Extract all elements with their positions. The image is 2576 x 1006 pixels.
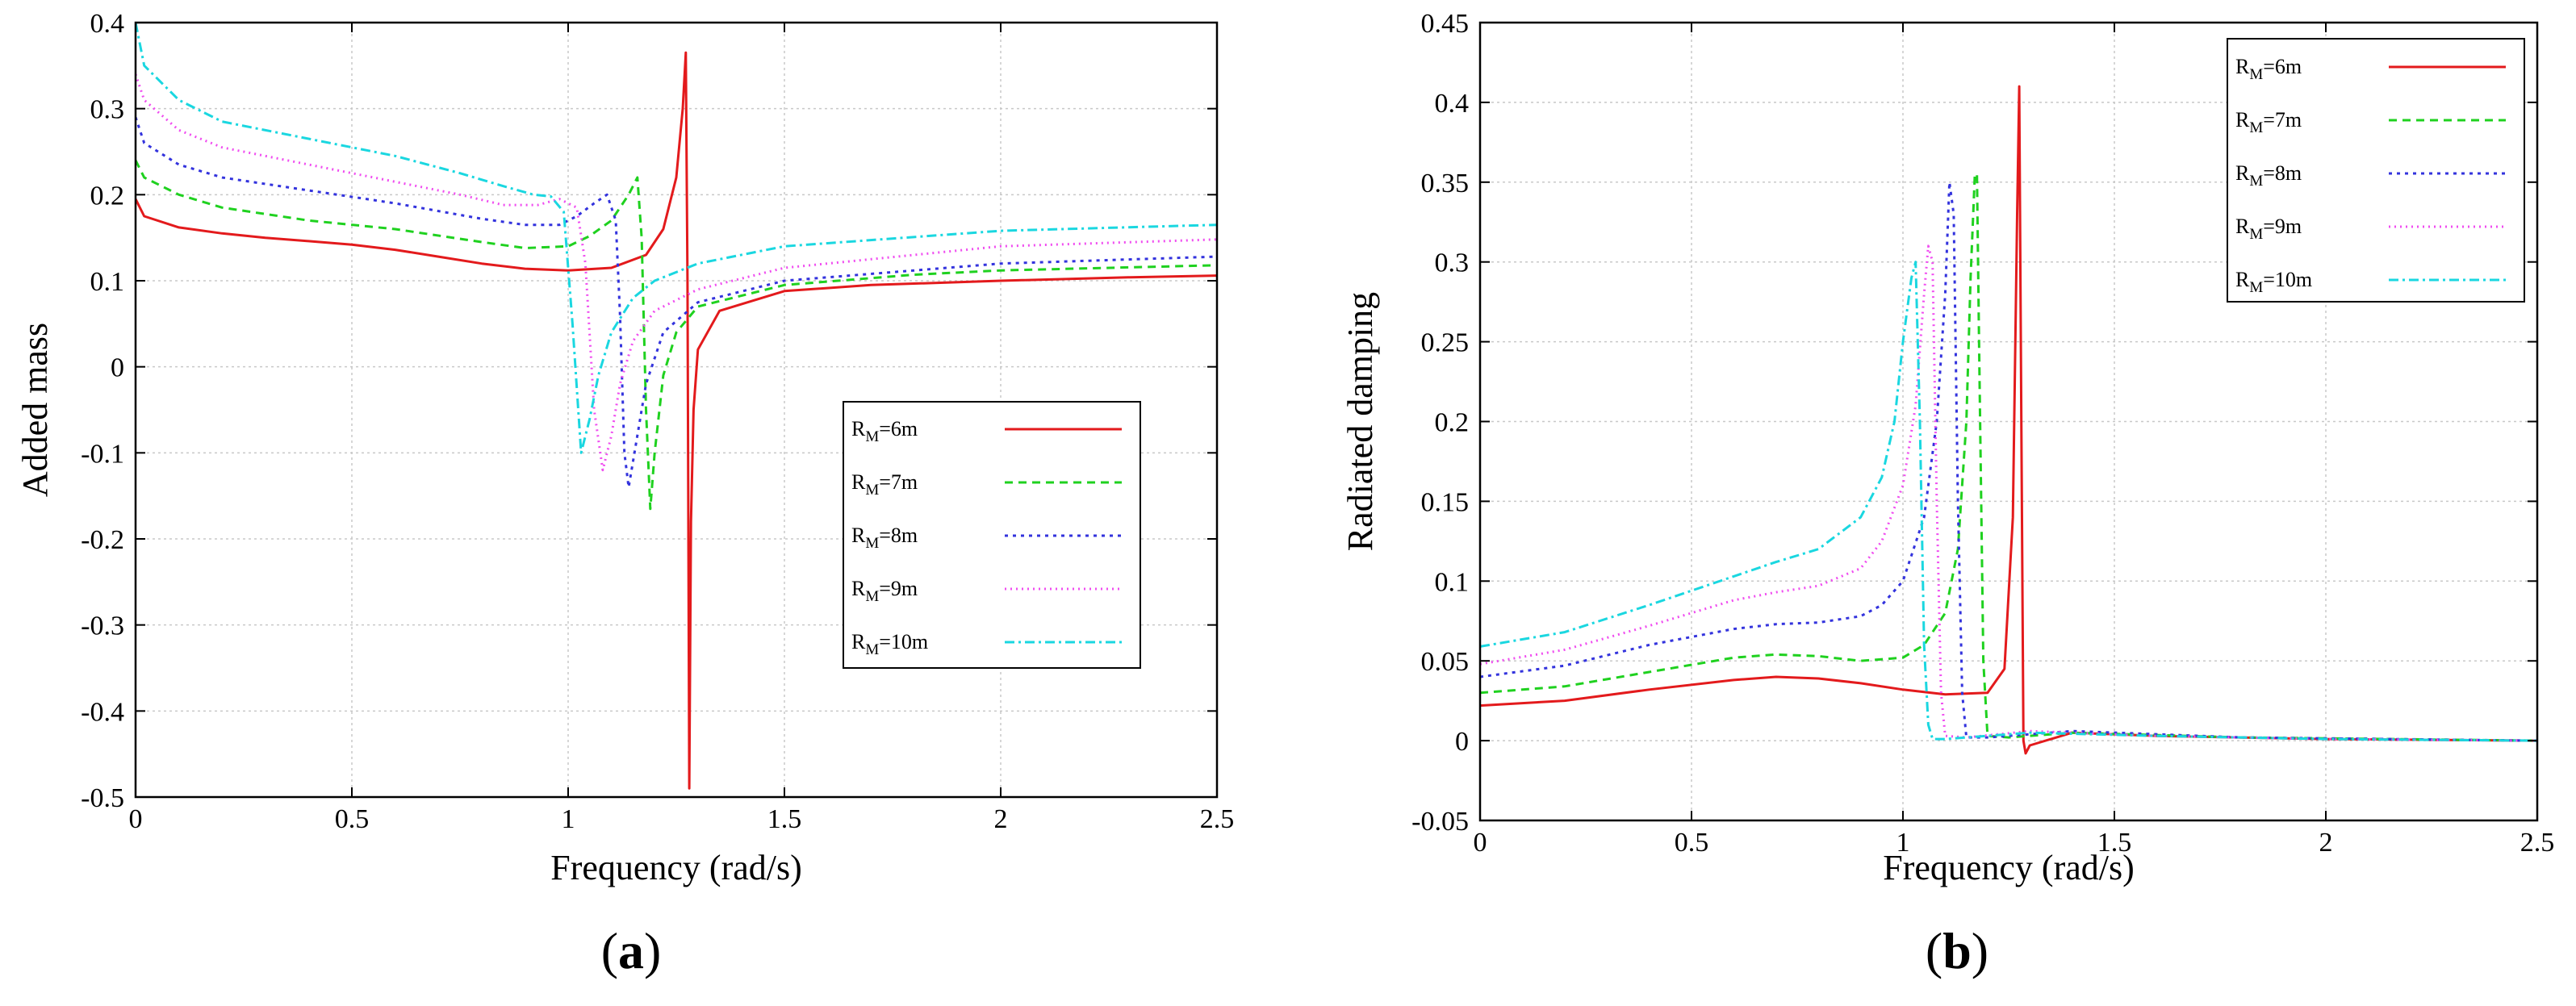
legend: RM=6m RM=7m RM=8m RM=9m RM=10m xyxy=(2227,38,2525,303)
series-group xyxy=(1480,85,2537,755)
legend-label: RM=8m xyxy=(2235,161,2302,190)
legend-box xyxy=(843,401,1141,669)
series-line-6m xyxy=(1480,85,2537,755)
y-axis-title: Radiated damping xyxy=(1340,292,1380,551)
x-tick-label: 2.5 xyxy=(2520,828,2555,858)
legend-label: RM=8m xyxy=(851,524,918,552)
chart-b: 0 0.5 1 1.5 2 2.5-0.0500.050.10.150.20.250.30… xyxy=(1340,9,2554,979)
plot-frame xyxy=(134,21,1219,799)
x-tick-label: 1.5 xyxy=(2097,828,2132,858)
series-group xyxy=(136,22,1217,790)
x-tick-label: 2.5 xyxy=(1200,804,1235,834)
legend-label: RM=7m xyxy=(2235,108,2302,136)
panel-label: (b) xyxy=(1926,922,1988,979)
y-axis-title: Added mass xyxy=(15,323,55,497)
y-tick-label: 0 xyxy=(1455,727,1469,757)
series-line-9m xyxy=(1480,244,2537,742)
series-line-10m xyxy=(136,22,1217,454)
series-line-7m xyxy=(1480,173,2537,742)
legend-label: RM=9m xyxy=(2235,215,2302,243)
series-line-8m xyxy=(136,116,1217,489)
x-tick-label: 1 xyxy=(1896,828,1910,858)
x-tick-label: 2 xyxy=(994,804,1008,834)
chart-a: 0 0.5 1 1.5 2 2.5 -0.5 -0.4 -0.3 -0.2 -0.1 0 0.1 0.2 0… xyxy=(15,9,1234,979)
y-tick-label: -0.05 xyxy=(1411,807,1469,837)
x-axis-title: Frequency (rad/s) xyxy=(550,848,802,887)
series-line-10m xyxy=(1480,261,2537,742)
legend-label: RM=10m xyxy=(851,630,928,658)
y-tick-label: 0.15 xyxy=(1421,487,1470,517)
y-tick-label: 0.3 xyxy=(90,95,125,125)
y-tick-label: -0.4 xyxy=(81,697,124,727)
y-tick-label: 0.4 xyxy=(1435,89,1470,119)
x-tick-label: 0 xyxy=(1474,828,1487,858)
y-tick-label: -0.5 xyxy=(81,783,124,813)
legend-box xyxy=(2227,38,2525,303)
x-tick-label: 1 xyxy=(562,804,575,834)
legend: RM=6m RM=7m RM=8m RM=9m RM=10m xyxy=(843,401,1141,669)
y-tick-label: -0.2 xyxy=(81,525,124,555)
y-tick-label: 0.3 xyxy=(1435,248,1470,278)
y-tick-label: 0 xyxy=(111,353,124,383)
y-tick-label: -0.1 xyxy=(81,439,124,469)
y-tick-label: 0.2 xyxy=(1435,408,1470,438)
panel-label: (a) xyxy=(601,922,662,979)
legend-label: RM=6m xyxy=(851,417,918,445)
legend-label: RM=6m xyxy=(2235,55,2302,83)
y-tick-label: 0.35 xyxy=(1421,169,1470,198)
x-axis-title: Frequency (rad/s) xyxy=(1883,848,2135,887)
y-tick-label: 0.1 xyxy=(90,267,125,297)
y-tick-label: 0.45 xyxy=(1421,9,1470,39)
x-tick-label: 2 xyxy=(2319,828,2333,858)
x-tick-label: 0.5 xyxy=(1675,828,1709,858)
y-tick-label: 0.2 xyxy=(90,181,125,211)
y-tick-label: -0.3 xyxy=(81,612,124,641)
legend-label: RM=10m xyxy=(2235,268,2312,296)
y-tick-label: 0.4 xyxy=(90,9,125,39)
x-tick-label: 0.5 xyxy=(335,804,370,834)
x-tick-label: 1.5 xyxy=(767,804,802,834)
legend-label: RM=9m xyxy=(851,577,918,605)
series-line-7m xyxy=(136,160,1217,511)
y-tick-label: 0.05 xyxy=(1421,647,1470,677)
series-line-8m xyxy=(1480,181,2537,742)
x-tick-label: 0 xyxy=(129,804,143,834)
y-tick-label: 0.25 xyxy=(1421,328,1470,358)
series-line-6m xyxy=(136,51,1217,790)
legend-label: RM=7m xyxy=(851,470,918,499)
y-tick-label: 0.1 xyxy=(1435,567,1470,597)
